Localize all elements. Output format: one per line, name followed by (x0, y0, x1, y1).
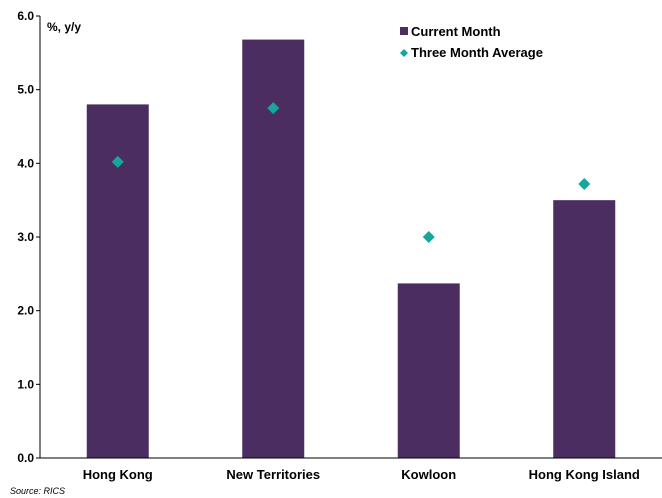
y-tick-label: 5.0 (17, 83, 34, 97)
legend-label-three-month-average: Three Month Average (411, 45, 543, 60)
bar-kowloon (397, 283, 460, 458)
legend: Current Month Three Month Average (400, 24, 543, 60)
bar-hong-kong-island (553, 200, 616, 458)
marker-new-territories (267, 102, 280, 115)
marker-hong-kong (111, 155, 124, 168)
legend-swatch-three-month-average (400, 49, 408, 57)
y-tick-label: 6.0 (17, 9, 34, 23)
x-tick-labels: Hong Kong New Territories Kowloon Hong Kong… (83, 467, 640, 482)
marker-hong-kong-island (578, 177, 591, 190)
marker-kowloon (422, 231, 435, 243)
x-tick-label-hong-kong-island: Hong Kong Island (529, 467, 640, 482)
legend-label-current-month: Current Month (411, 24, 501, 39)
y-tick-label: 4.0 (17, 156, 34, 170)
y-tick-label: 3.0 (17, 230, 34, 244)
source-note: Source: RICS (10, 486, 65, 496)
x-tick-label-hong-kong: Hong Kong (83, 467, 153, 482)
x-tick-label-kowloon: Kowloon (401, 467, 456, 482)
y-tick-label: 1.0 (17, 377, 34, 391)
y-tick-label: 2.0 (17, 304, 34, 318)
y-ticks: 0.0 1.0 2.0 3.0 4.0 5.0 6.0 (17, 9, 40, 465)
x-tick-label-new-territories: New Territories (226, 467, 320, 482)
markers-layer (111, 102, 591, 243)
y-unit-label: %, y/y (47, 20, 81, 34)
y-tick-label: 0.0 (17, 451, 34, 465)
legend-swatch-current-month (400, 27, 408, 35)
bars-layer (86, 39, 616, 459)
